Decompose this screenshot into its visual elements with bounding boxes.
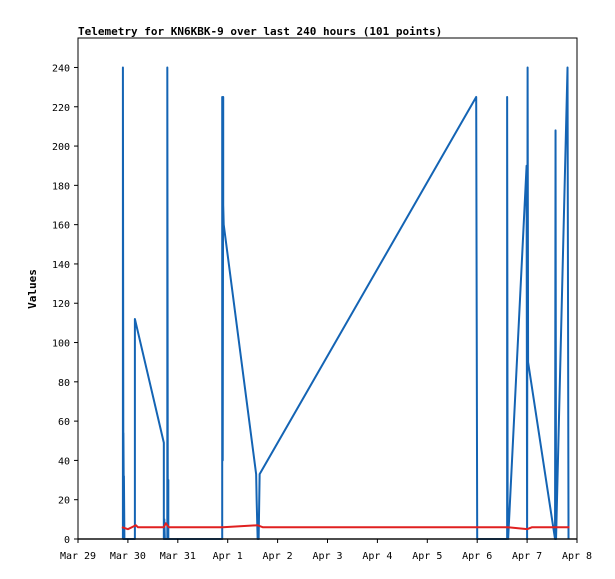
series-line-1 <box>121 66 570 540</box>
y-tick-label: 0 <box>64 535 70 546</box>
y-tick-label: 160 <box>52 221 70 232</box>
y-axis-label: Values <box>26 269 39 309</box>
y-tick-label: 100 <box>52 339 70 350</box>
y-tick-label: 220 <box>52 103 70 114</box>
x-tick-label: Apr 5 <box>412 551 442 562</box>
x-tick-label: Mar 29 <box>60 551 96 562</box>
x-axis: Mar 29 Mar 30 Mar 31 Apr 1 Apr 2 Apr 3 Apr 4 Ap… <box>60 539 592 562</box>
plot-area <box>77 37 578 540</box>
y-tick-label: 40 <box>58 456 70 467</box>
y-tick-label: 180 <box>52 181 70 192</box>
y-tick-label: 20 <box>58 496 70 507</box>
y-tick-label: 200 <box>52 142 70 153</box>
y-tick-label: 80 <box>58 378 70 389</box>
x-tick-label: Apr 7 <box>512 551 542 562</box>
x-tick-label: Apr 1 <box>213 551 243 562</box>
chart-title: Telemetry for KN6KBK-9 over last 240 hou… <box>78 25 442 38</box>
y-tick-label: 120 <box>52 299 70 310</box>
x-tick-label: Mar 31 <box>160 551 196 562</box>
y-tick-label: 60 <box>58 417 70 428</box>
x-tick-label: Apr 6 <box>462 551 492 562</box>
y-tick-label: 240 <box>52 63 70 74</box>
y-tick-label: 140 <box>52 260 70 271</box>
x-tick-label: Apr 3 <box>312 551 342 562</box>
x-tick-label: Apr 8 <box>562 551 592 562</box>
x-tick-label: Apr 4 <box>362 551 392 562</box>
x-tick-label: Mar 30 <box>110 551 146 562</box>
series-line-2 <box>121 522 570 531</box>
x-tick-label: Apr 2 <box>263 551 293 562</box>
y-axis: 0 20 40 60 80 100 120 140 160 180 200 220 240 <box>52 63 78 546</box>
